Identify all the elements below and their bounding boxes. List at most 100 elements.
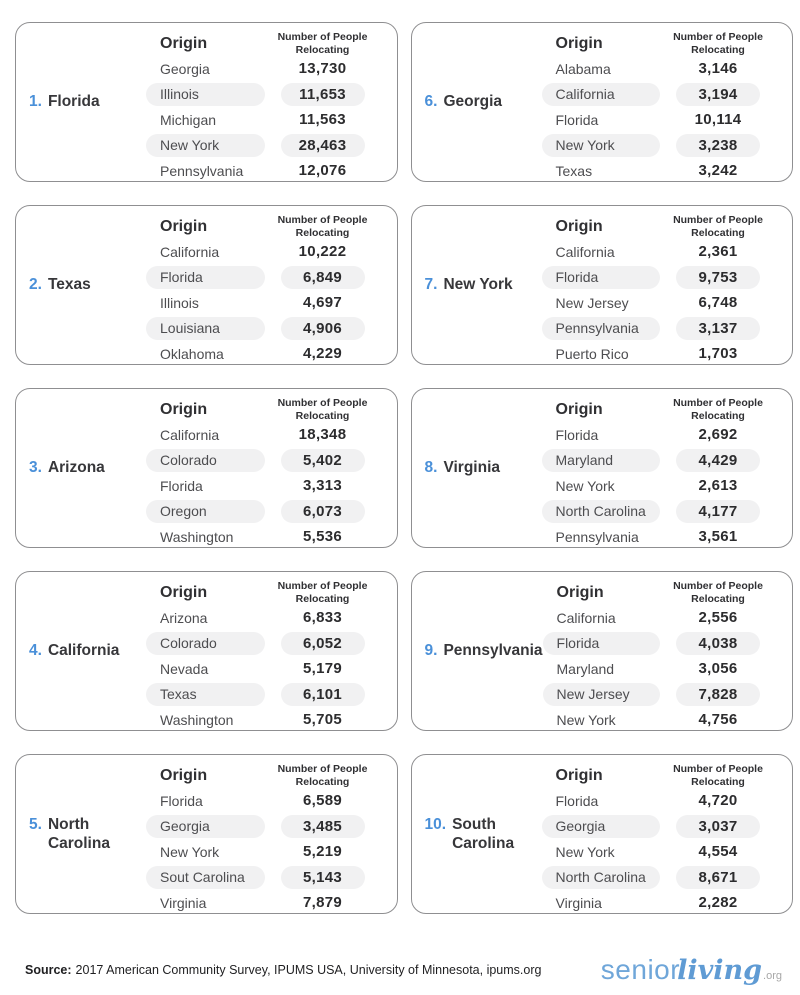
count-header-line2: Relocating	[295, 592, 350, 605]
table-row: Maryland 4,429	[541, 448, 771, 474]
table-body: Georgia 13,730 Illinois 11,653 Michigan …	[146, 56, 375, 181]
destination-label: 1. Florida	[16, 23, 146, 181]
value-cell: 6,052	[280, 631, 365, 656]
origin-cell: North Carolina	[541, 865, 660, 890]
value-cell: 3,242	[698, 162, 738, 180]
table-row: Florida 9,753	[541, 265, 771, 291]
table-row: Michigan 11,563	[146, 107, 375, 133]
count-header-line1: Number of People	[277, 580, 368, 592]
value-cell: 8,671	[676, 865, 760, 890]
table-row: Florida 3,313	[146, 473, 375, 499]
table-header: Origin Number of People Relocating	[542, 214, 771, 239]
rank-number: 10.	[424, 815, 447, 833]
value-cell: 3,056	[698, 660, 738, 678]
table-body: Florida 4,720 Georgia 3,037 New York 4,5…	[541, 788, 771, 913]
origin-cell: Maryland	[556, 660, 615, 677]
value-cell: 6,849	[280, 265, 365, 290]
value-cell: 5,536	[302, 528, 343, 546]
rank-number: 6.	[424, 93, 438, 111]
value-cell: 6,748	[698, 294, 738, 312]
value-cell: 5,179	[302, 660, 343, 678]
origin-cell: California	[555, 243, 615, 260]
table-row: Georgia 3,037	[541, 814, 771, 840]
count-header-line1: Number of People	[673, 397, 763, 409]
value-cell: 9,753	[676, 265, 760, 290]
count-column-header: Number of People Relocating	[271, 580, 375, 605]
destination-card: 3. Arizona Origin Number of People Reloc…	[15, 388, 398, 548]
destination-label: 4. California	[16, 572, 146, 730]
count-header-line1: Number of People	[673, 214, 763, 226]
destination-state-name: Arizona	[47, 459, 105, 477]
rank-number: 5.	[29, 815, 42, 833]
origins-table: Origin Number of People Relocating Georg…	[146, 23, 397, 181]
origin-column-header: Origin	[555, 34, 603, 52]
destination-card: 2. Texas Origin Number of People Relocat…	[15, 205, 398, 365]
value-cell: 3,037	[676, 814, 760, 839]
count-column-header: Number of People Relocating	[271, 397, 375, 422]
origin-cell: Illinois	[146, 82, 265, 107]
rank-number: 7.	[424, 276, 438, 294]
table-body: Alabama 3,146 California 3,194 Florida 1…	[541, 56, 771, 181]
table-row: Pennsylvania 3,137	[541, 316, 771, 342]
table-row: Alabama 3,146	[542, 56, 771, 82]
value-cell: 6,833	[302, 609, 343, 627]
table-row: Illinois 11,653	[146, 82, 375, 108]
origin-cell: New York	[555, 843, 615, 860]
value-cell: 10,222	[298, 243, 347, 261]
table-row: Oregon 6,073	[146, 499, 375, 525]
destination-card: 1. Florida Origin Number of People Reloc…	[15, 22, 398, 182]
origin-cell: Oklahoma	[160, 345, 224, 362]
brand-logo[interactable]: senior living .org	[601, 954, 782, 986]
table-header: Origin Number of People Relocating	[146, 580, 375, 605]
table-row: California 10,222	[146, 239, 375, 265]
value-cell: 13,730	[298, 60, 347, 78]
table-row: Texas 3,242	[542, 158, 771, 181]
origins-table: Origin Number of People Relocating Calif…	[542, 572, 792, 730]
value-cell: 11,653	[280, 82, 365, 107]
destination-card: 5. North Carolina Origin Number of Peopl…	[15, 754, 398, 914]
table-row: Illinois 4,697	[146, 290, 375, 316]
value-cell: 5,143	[280, 865, 365, 890]
origin-cell: California	[541, 82, 660, 107]
value-cell: 6,101	[280, 682, 365, 707]
value-cell: 7,879	[302, 894, 343, 912]
table-row: Florida 4,038	[542, 631, 770, 657]
origin-cell: California	[160, 426, 220, 443]
value-cell: 3,313	[302, 477, 343, 495]
table-body: California 2,361 Florida 9,753 New Jerse…	[541, 239, 771, 364]
origin-cell: Nevada	[160, 660, 209, 677]
origin-cell: Florida	[160, 477, 203, 494]
source-label: Source:	[25, 963, 72, 977]
value-cell: 4,756	[698, 711, 738, 729]
value-cell: 6,073	[280, 499, 365, 524]
rank-number: 1.	[29, 93, 42, 111]
value-cell: 4,554	[698, 843, 738, 861]
value-cell: 5,402	[280, 448, 365, 473]
count-column-header: Number of People Relocating	[271, 31, 375, 56]
count-header-line1: Number of People	[673, 580, 763, 592]
origin-column-header: Origin	[555, 766, 603, 784]
origin-cell: Colorado	[146, 448, 265, 473]
value-cell: 11,563	[299, 111, 346, 129]
value-cell: 2,282	[698, 894, 738, 912]
table-row: Florida 4,720	[542, 788, 771, 814]
table-row: Maryland 3,056	[543, 656, 770, 682]
table-row: North Carolina 4,177	[541, 499, 771, 525]
count-column-header: Number of People Relocating	[271, 763, 375, 788]
table-row: Colorado 5,402	[146, 448, 375, 474]
table-row: New York 28,463	[146, 133, 375, 159]
value-cell: 4,720	[698, 792, 738, 810]
count-column-header: Number of People Relocating	[271, 214, 375, 239]
value-cell: 2,361	[698, 243, 738, 261]
source-citation: 2017 American Community Survey, IPUMS US…	[75, 963, 542, 977]
origin-cell: New York	[555, 477, 615, 494]
value-cell: 2,692	[698, 426, 738, 444]
table-row: California 2,556	[543, 605, 770, 631]
destination-label: 5. North Carolina	[16, 755, 146, 913]
value-cell: 4,177	[676, 499, 760, 524]
count-column-header: Number of People Relocating	[666, 214, 770, 239]
count-header-line2: Relocating	[691, 409, 745, 422]
origin-cell: Oregon	[146, 499, 265, 524]
table-row: Florida 6,589	[146, 788, 375, 814]
